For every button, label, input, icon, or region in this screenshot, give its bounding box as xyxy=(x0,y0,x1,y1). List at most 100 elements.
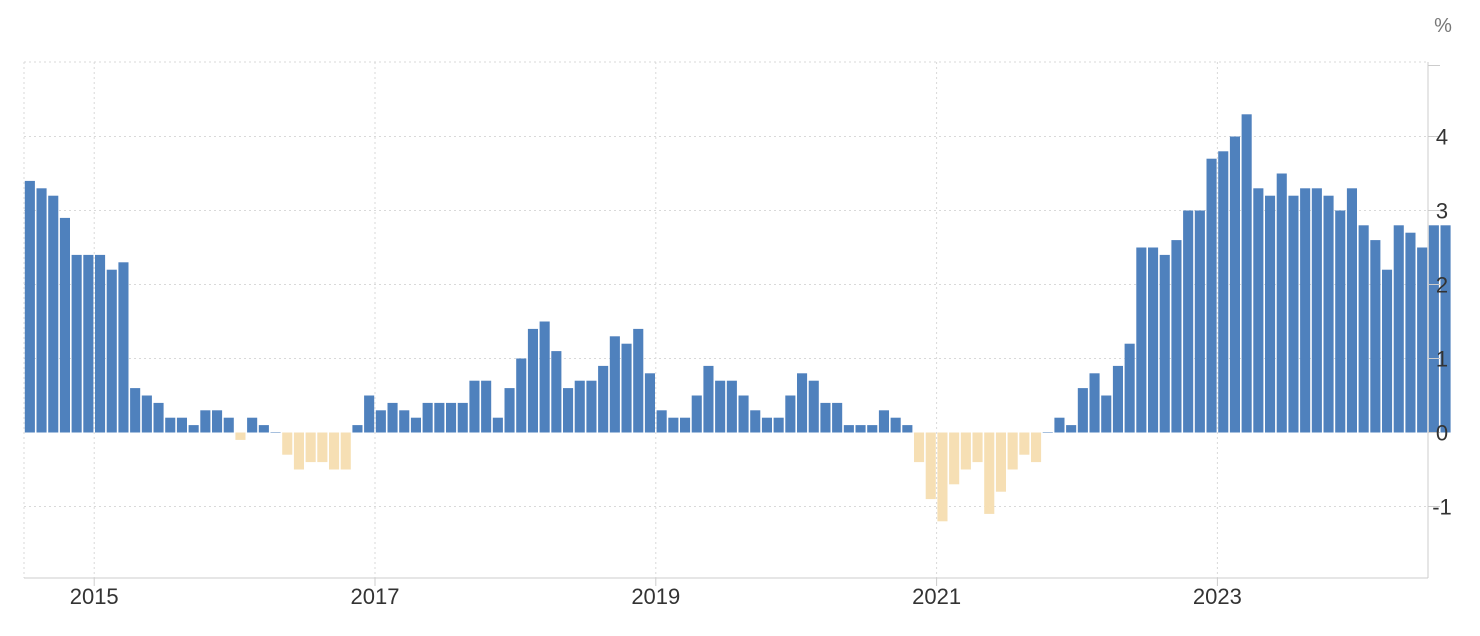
bar[interactable] xyxy=(773,417,784,433)
bar[interactable] xyxy=(1405,232,1416,433)
bar[interactable] xyxy=(960,432,971,470)
bar[interactable] xyxy=(1265,195,1276,433)
bar[interactable] xyxy=(258,425,269,433)
bar[interactable] xyxy=(118,262,129,433)
bar[interactable] xyxy=(797,373,808,433)
bar[interactable] xyxy=(399,410,410,433)
bar[interactable] xyxy=(83,254,94,433)
bar[interactable] xyxy=(469,380,480,433)
bar[interactable] xyxy=(1159,254,1170,433)
bar[interactable] xyxy=(504,388,515,433)
bar[interactable] xyxy=(925,432,936,500)
bar[interactable] xyxy=(680,417,691,433)
bar[interactable] xyxy=(539,321,550,433)
bar[interactable] xyxy=(890,417,901,433)
bar[interactable] xyxy=(36,188,47,433)
bar[interactable] xyxy=(188,425,199,433)
bar[interactable] xyxy=(703,365,714,433)
bar[interactable] xyxy=(1276,173,1287,433)
bar[interactable] xyxy=(878,410,889,433)
bar[interactable] xyxy=(352,425,363,433)
bar[interactable] xyxy=(855,425,866,433)
bar[interactable] xyxy=(1183,210,1194,433)
bar[interactable] xyxy=(668,417,679,433)
bar[interactable] xyxy=(867,425,878,433)
bar[interactable] xyxy=(1066,425,1077,433)
bar[interactable] xyxy=(1007,432,1018,470)
bar[interactable] xyxy=(1253,188,1264,433)
bar[interactable] xyxy=(71,254,82,433)
bar[interactable] xyxy=(59,217,70,433)
bar[interactable] xyxy=(902,425,913,433)
bar[interactable] xyxy=(1031,432,1042,463)
bar[interactable] xyxy=(644,373,655,433)
bar[interactable] xyxy=(1288,195,1299,433)
bar[interactable] xyxy=(1112,365,1123,433)
bar[interactable] xyxy=(1101,395,1112,433)
bar[interactable] xyxy=(457,402,468,433)
bar[interactable] xyxy=(387,402,398,433)
bar[interactable] xyxy=(270,432,281,433)
bar[interactable] xyxy=(1229,136,1240,433)
bar[interactable] xyxy=(1393,225,1404,433)
bar[interactable] xyxy=(200,410,211,433)
bar[interactable] xyxy=(1300,188,1311,433)
bar[interactable] xyxy=(410,417,421,433)
bar[interactable] xyxy=(1417,247,1428,433)
bar[interactable] xyxy=(1370,240,1381,433)
bar[interactable] xyxy=(1042,432,1053,433)
bar[interactable] xyxy=(785,395,796,433)
bar[interactable] xyxy=(843,425,854,433)
bar[interactable] xyxy=(972,432,983,463)
bar[interactable] xyxy=(516,358,527,433)
bar[interactable] xyxy=(949,432,960,485)
bar[interactable] xyxy=(715,380,726,433)
bar[interactable] xyxy=(656,410,667,433)
bar[interactable] xyxy=(223,417,234,433)
bar[interactable] xyxy=(492,417,503,433)
bar[interactable] xyxy=(141,395,152,433)
bar[interactable] xyxy=(329,432,340,470)
bar[interactable] xyxy=(984,432,995,514)
bar[interactable] xyxy=(422,402,433,433)
bar[interactable] xyxy=(1148,247,1159,433)
bar[interactable] xyxy=(1323,195,1334,433)
bar[interactable] xyxy=(1428,225,1439,433)
bar[interactable] xyxy=(1136,247,1147,433)
bar[interactable] xyxy=(1077,388,1088,433)
bar[interactable] xyxy=(153,402,164,433)
bar[interactable] xyxy=(340,432,351,470)
bar[interactable] xyxy=(574,380,585,433)
bar[interactable] xyxy=(446,402,457,433)
bar[interactable] xyxy=(527,328,538,433)
bar[interactable] xyxy=(176,417,187,433)
bar[interactable] xyxy=(761,417,772,433)
bar[interactable] xyxy=(24,180,35,433)
bar[interactable] xyxy=(95,254,106,433)
bar[interactable] xyxy=(633,328,644,433)
bar[interactable] xyxy=(750,410,761,433)
bar[interactable] xyxy=(375,410,386,433)
bar[interactable] xyxy=(586,380,597,433)
bar[interactable] xyxy=(937,432,948,522)
bar[interactable] xyxy=(1241,114,1252,433)
bar[interactable] xyxy=(1382,269,1393,433)
bar[interactable] xyxy=(1218,151,1229,433)
bar[interactable] xyxy=(48,195,59,433)
bar[interactable] xyxy=(820,402,831,433)
bar[interactable] xyxy=(1358,225,1369,433)
bar[interactable] xyxy=(317,432,328,463)
bar[interactable] xyxy=(165,417,176,433)
bar[interactable] xyxy=(609,336,620,433)
bar[interactable] xyxy=(621,343,632,433)
bar[interactable] xyxy=(832,402,843,433)
bar[interactable] xyxy=(130,388,141,433)
bar[interactable] xyxy=(247,417,258,433)
bar[interactable] xyxy=(551,351,562,433)
bar[interactable] xyxy=(691,395,702,433)
bar[interactable] xyxy=(914,432,925,463)
bar[interactable] xyxy=(995,432,1006,492)
bar[interactable] xyxy=(808,380,819,433)
bar[interactable] xyxy=(1346,188,1357,433)
bar[interactable] xyxy=(1206,158,1217,433)
